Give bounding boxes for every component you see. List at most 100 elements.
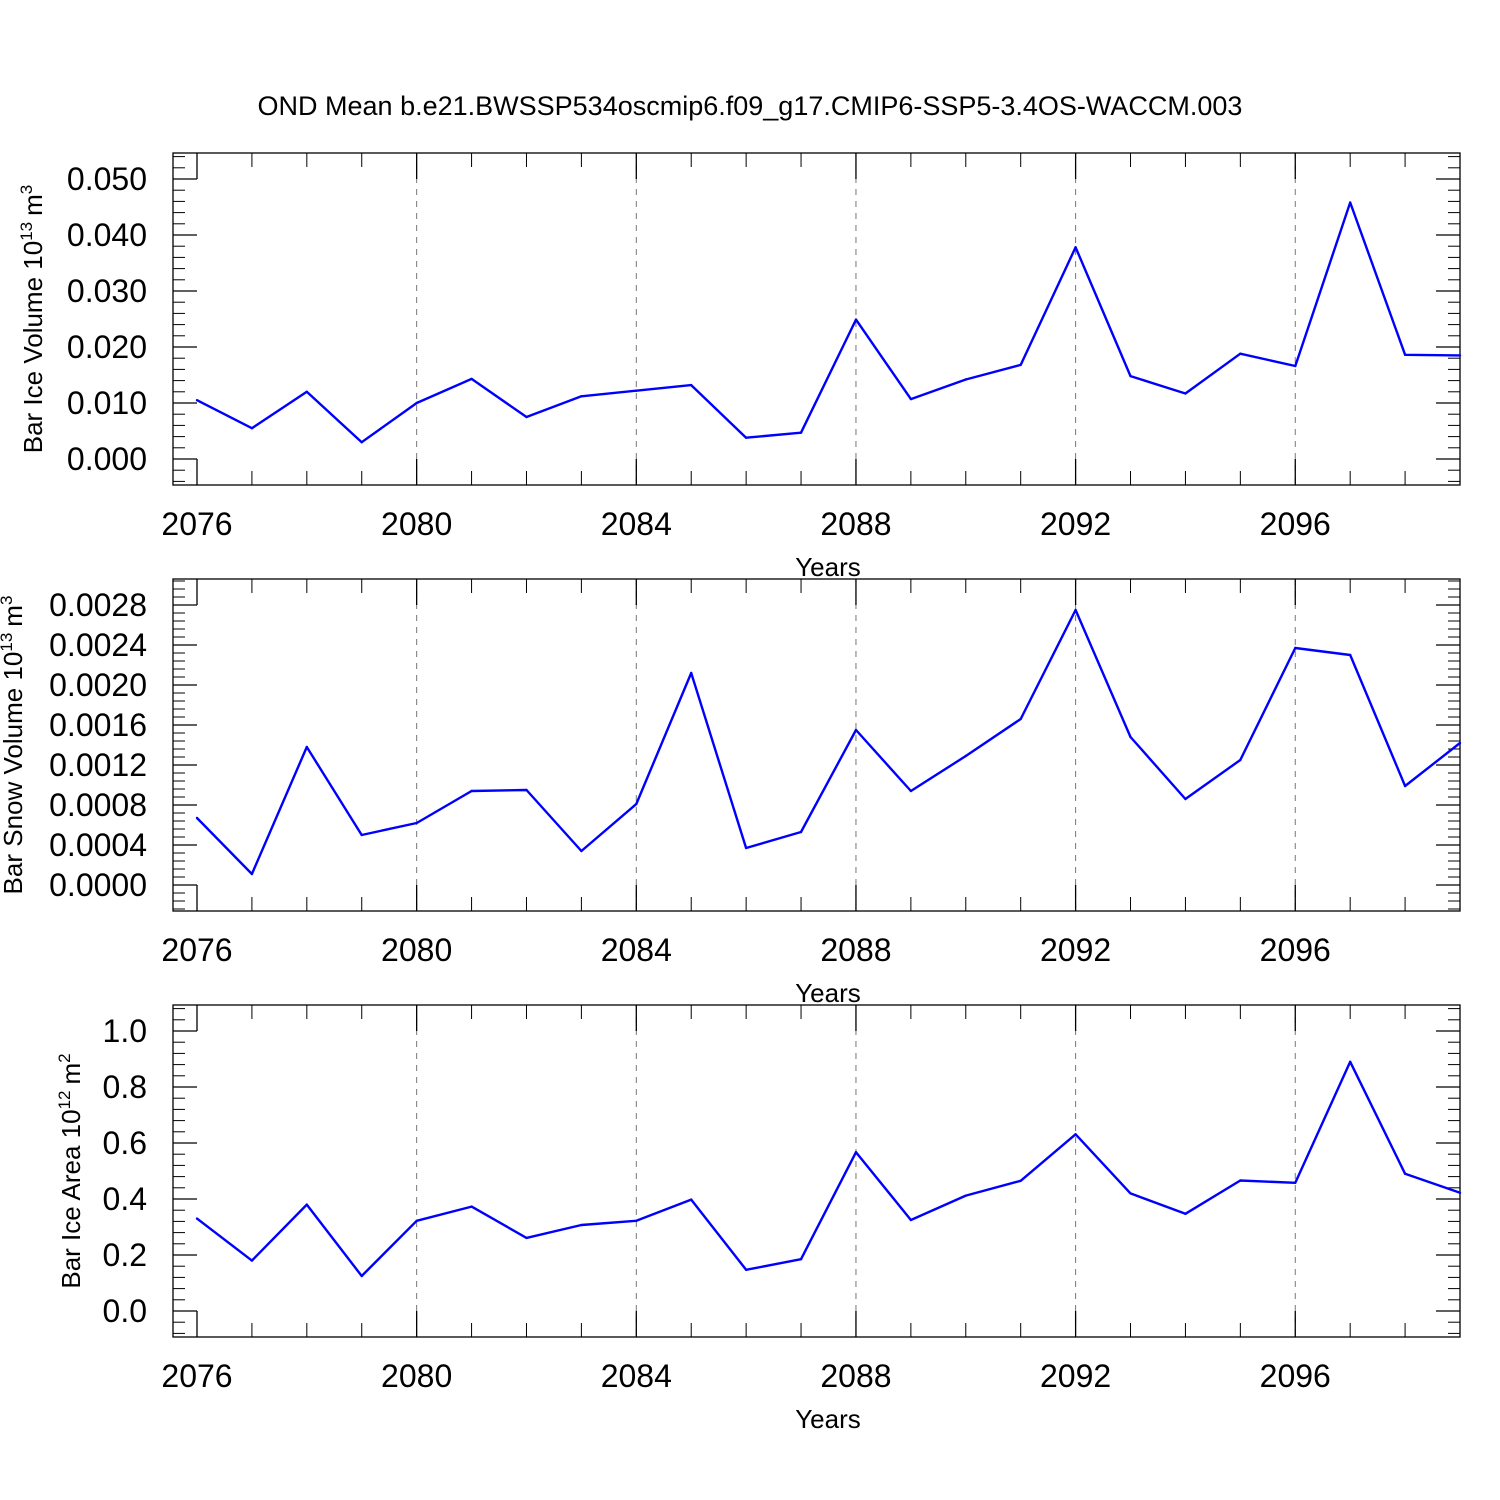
data-point — [305, 1203, 309, 1206]
data-point — [635, 1219, 638, 1223]
data-point — [1019, 363, 1022, 367]
data-point — [360, 833, 363, 837]
data-point — [360, 1274, 363, 1278]
data-point — [360, 441, 363, 444]
data-point — [744, 436, 748, 439]
y-axis-title-exponent: 13 — [0, 633, 16, 652]
data-point — [195, 1217, 199, 1220]
x-tick-label: 2096 — [1260, 506, 1331, 542]
data-point — [744, 1268, 748, 1272]
data-point — [1458, 1191, 1462, 1195]
data-point — [744, 846, 748, 850]
x-tick-label: 2084 — [601, 932, 672, 968]
data-point — [1294, 646, 1297, 650]
x-tick-label: 2080 — [381, 1358, 452, 1394]
data-point — [909, 1218, 913, 1222]
x-axis-title: Years — [795, 552, 861, 582]
series-line — [196, 608, 1461, 876]
x-tick-label: 2088 — [820, 506, 891, 542]
data-point — [1129, 735, 1132, 739]
data-point — [690, 383, 693, 387]
series-line — [196, 201, 1461, 444]
x-tick-label: 2084 — [601, 1358, 672, 1394]
data-point — [799, 830, 803, 834]
data-point — [525, 415, 528, 419]
x-axis-title: Years — [795, 1404, 861, 1434]
data-point — [1074, 246, 1077, 249]
data-point — [1239, 758, 1242, 762]
data-point — [1239, 352, 1242, 355]
plot-frame — [172, 1004, 1461, 1338]
y-axis-title: Bar Snow Volume 1013 m3 — [0, 596, 28, 895]
data-point — [1403, 1172, 1407, 1176]
plot-frame — [172, 152, 1461, 486]
data-point — [1184, 797, 1187, 801]
x-tick-label: 2092 — [1040, 1358, 1111, 1394]
data-point — [635, 389, 638, 392]
data-point — [305, 745, 309, 749]
chart-panel-1: 0.000 0.010 0.020 0.030 0.040 0.050 2076 2080 20… — [17, 152, 1462, 582]
data-point — [690, 671, 693, 675]
y-axis-title-unit: m — [0, 605, 28, 627]
data-point — [1348, 653, 1352, 657]
data-point — [1458, 741, 1462, 745]
data-point — [1074, 608, 1077, 612]
data-point — [1403, 784, 1407, 788]
data-point — [415, 1219, 418, 1223]
x-tick-label: 2084 — [601, 506, 672, 542]
data-point — [415, 821, 418, 825]
y-axis-title-exponent: 12 — [55, 1090, 74, 1109]
data-point — [799, 1258, 803, 1261]
data-point — [470, 789, 473, 793]
y-axis-title-text: Bar Snow Volume 10 — [0, 652, 28, 895]
y-tick-label: 0.0024 — [49, 627, 147, 663]
data-point — [854, 728, 858, 732]
data-point — [1294, 364, 1297, 368]
y-tick-label: 0.0000 — [49, 867, 147, 903]
y-tick-label: 0.030 — [67, 273, 147, 309]
data-point — [1458, 354, 1462, 357]
y-axis-title-exponent: 13 — [17, 222, 36, 241]
data-point — [964, 1194, 967, 1197]
data-point — [1348, 1060, 1352, 1064]
chart-panel-2: 0.0000 0.0004 0.0008 0.0012 0.0016 0.0020 0.00… — [0, 578, 1462, 1008]
data-point — [1348, 201, 1352, 204]
chart-panel-3: 0.0 0.2 0.4 0.6 0.8 1.0 2076 2080 2084 2088 2092 20… — [55, 1004, 1462, 1434]
y-tick-label: 0.0016 — [49, 707, 147, 743]
x-tick-label: 2080 — [381, 932, 452, 968]
y-axis-title-unit-exponent: 3 — [17, 185, 36, 194]
x-tick-label: 2096 — [1260, 932, 1331, 968]
data-point — [854, 1151, 858, 1154]
data-point — [1184, 1212, 1187, 1216]
y-axis-title-unit-exponent: 3 — [0, 596, 16, 605]
data-point — [470, 377, 473, 381]
x-tick-label: 2088 — [820, 1358, 891, 1394]
y-axis-title: Bar Ice Volume 1013 m3 — [17, 185, 48, 454]
data-point — [1129, 1192, 1132, 1195]
data-point — [580, 849, 583, 853]
y-axis-title-unit-exponent: 2 — [55, 1053, 74, 1062]
data-point — [1184, 392, 1187, 395]
data-point — [909, 789, 913, 793]
y-tick-label: 0.000 — [67, 441, 147, 477]
data-point — [415, 401, 418, 405]
data-point — [690, 1198, 693, 1201]
y-tick-label: 0.010 — [67, 385, 147, 421]
data-point — [964, 754, 967, 758]
y-tick-label: 0.0008 — [49, 787, 147, 823]
y-axis-title: Bar Ice Area 1012 m2 — [55, 1053, 86, 1288]
data-point — [1019, 1179, 1022, 1183]
plot-frame — [172, 578, 1461, 912]
y-tick-label: 0.0 — [103, 1293, 147, 1329]
y-tick-label: 1.0 — [103, 1013, 147, 1049]
x-tick-label: 2076 — [161, 506, 232, 542]
y-axis-title-text: Bar Ice Volume 10 — [18, 241, 48, 453]
data-point — [525, 1236, 528, 1240]
x-tick-label: 2096 — [1260, 1358, 1331, 1394]
data-point — [854, 318, 858, 321]
data-point — [250, 427, 254, 430]
x-axis-title: Years — [795, 978, 861, 1008]
data-point — [1403, 353, 1407, 357]
data-point — [195, 399, 199, 402]
